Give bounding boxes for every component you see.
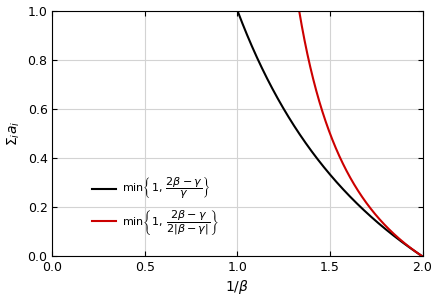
Legend: $\min\left\{1,\, \dfrac{2\beta-\gamma}{\gamma}\right\}$, $\min\left\{1,\, \dfrac: $\min\left\{1,\, \dfrac{2\beta-\gamma}{\… — [88, 171, 224, 241]
Y-axis label: $\Sigma_i a_i$: $\Sigma_i a_i$ — [6, 121, 22, 146]
X-axis label: $1/\beta$: $1/\beta$ — [226, 278, 249, 297]
